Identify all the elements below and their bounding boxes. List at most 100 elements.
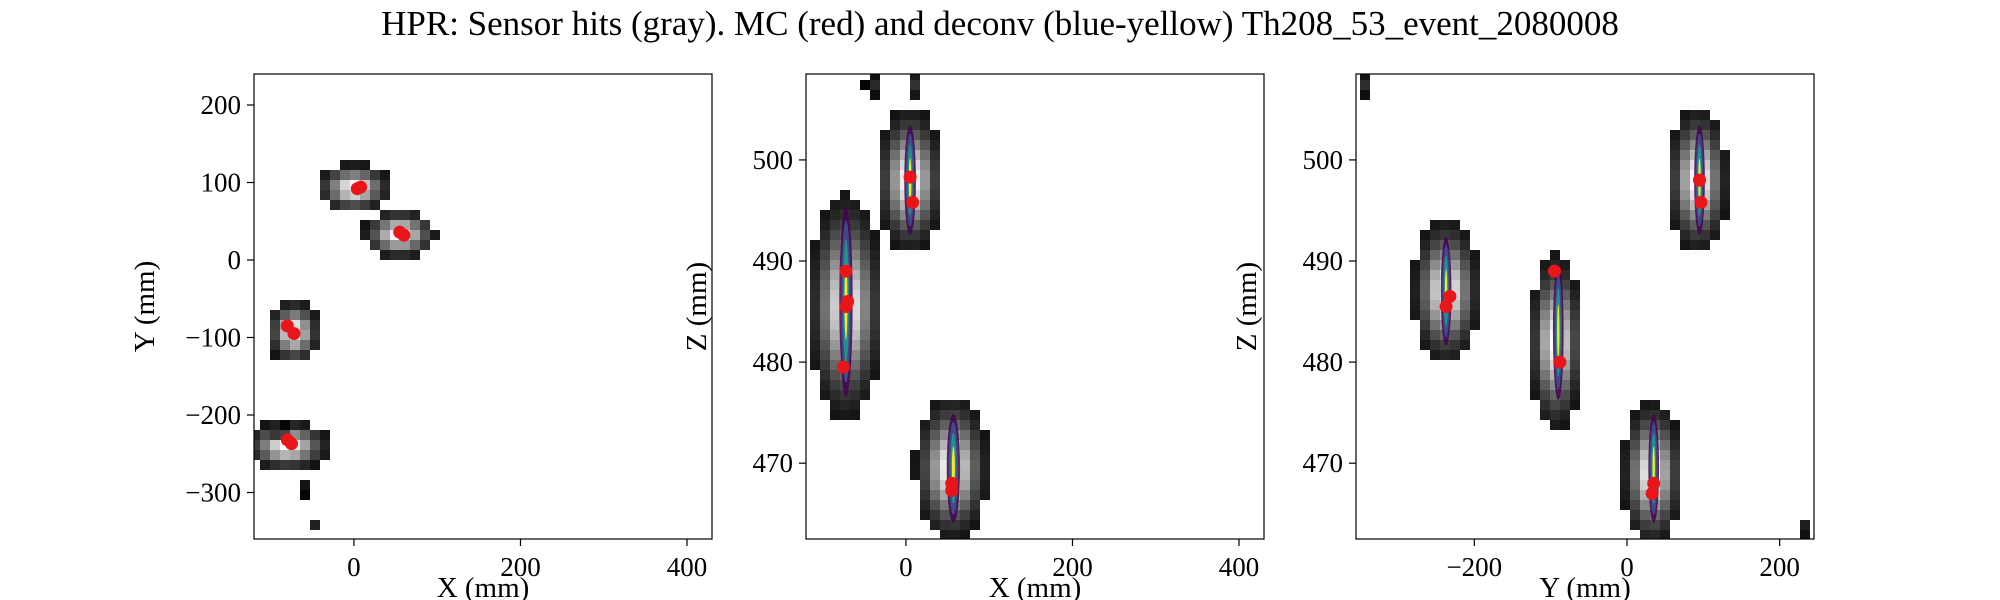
sensor-hit-cell [1560,310,1570,320]
sensor-hit-cell [330,180,340,190]
plot-frame [253,73,713,540]
sensor-hit-cell [850,370,860,380]
sensor-hit-cell [300,480,310,490]
sensor-hit-cell [1630,440,1640,450]
sensor-hit-cell [1680,210,1690,220]
y-axis-label: Z (mm) [1231,262,1263,351]
sensor-hit-cell [1710,150,1720,160]
sensor-hit-cell [830,400,840,410]
sensor-hits [254,160,440,530]
sensor-hit-cell [1710,130,1720,140]
sensor-hit-cell [1630,500,1640,510]
sensor-hit-cell [330,170,340,180]
sensor-hit-cell [1540,360,1550,370]
sensor-hit-cell [280,450,290,460]
sensor-hit-cell [1670,210,1680,220]
sensor-hit-cell [1460,230,1470,240]
sensor-hit-cell [1440,340,1450,350]
sensor-hit-cell [320,180,330,190]
sensor-hit-cell [400,250,410,260]
sensor-hit-cell [980,440,990,450]
sensor-hit-cell [910,80,920,90]
sensor-hit-cell [1630,510,1640,520]
sensor-hit-cell [1620,460,1630,470]
sensor-hit-cell [910,60,920,70]
sensor-hit-cell [890,160,900,170]
sensor-hit-cell [1570,310,1580,320]
sensor-hit-cell [270,330,280,340]
sensor-hit-cell [870,330,880,340]
sensor-hit-cell [340,160,350,170]
sensor-hit-cell [1660,450,1670,460]
sensor-hit-cell [860,330,870,340]
sensor-hit-cell [1560,290,1570,300]
sensor-hit-cell [1560,370,1570,380]
sensor-hit-cell [890,240,900,250]
sensor-hit-cell [1530,370,1540,380]
sensor-hit-cell [1410,310,1420,320]
sensor-hit-cell [850,400,860,410]
sensor-hit-cell [1640,490,1650,500]
sensor-hit-cell [1540,320,1550,330]
sensor-hit-cell [1440,230,1450,240]
sensor-hit-cell [290,300,300,310]
sensor-hit-cell [860,260,870,270]
sensor-hit-cell [300,340,310,350]
sensor-hit-cell [300,350,310,360]
sensor-hit-cell [870,90,880,100]
sensor-hit-cell [1720,200,1730,210]
sensor-hit-cell [1800,530,1810,539]
sensor-hit-cell [1430,330,1440,340]
sensor-hit-cell [1670,470,1680,480]
y-tick-label: 200 [201,90,242,120]
sensor-hit-cell [1430,220,1440,230]
sensor-hit-cell [1420,320,1430,330]
sensor-hit-cell [1460,280,1470,290]
sensor-hit-cell [1470,320,1480,330]
sensor-hit-cell [850,410,860,420]
sensor-hit-cell [850,380,860,390]
sensor-hit-cell [930,460,940,470]
sensor-hit-cell [1660,420,1670,430]
sensor-hit-cell [1530,360,1540,370]
sensor-hit-cell [400,220,410,230]
sensor-hit-cell [370,220,380,230]
sensor-hit-cell [820,260,830,270]
sensor-hit-cell [930,470,940,480]
sensor-hit-cell [970,460,980,470]
sensor-hit-cell [920,420,930,430]
x-tick-label: 0 [1620,552,1634,582]
sensor-hit-cell [1630,410,1640,420]
sensor-hit-cell [1420,240,1430,250]
sensor-hit-cell [1670,140,1680,150]
sensor-hit-cell [1470,280,1480,290]
sensor-hit-cell [1420,330,1430,340]
sensor-hit-cell [310,340,320,350]
sensor-hit-cell [1690,210,1700,220]
sensor-hit-cell [860,310,870,320]
sensor-hit-cell [810,260,820,270]
sensor-hit-cell [370,240,380,250]
sensor-hit-cell [1450,230,1460,240]
sensor-hit-cell [880,190,890,200]
sensor-hit-cell [850,390,860,400]
sensor-hit-cell [880,170,890,180]
sensor-hit-cell [360,190,370,200]
sensor-hit-cell [1560,260,1570,270]
sensor-hit-cell [1640,520,1650,530]
sensor-hit-cell [1700,110,1710,120]
sensor-hit-cell [1660,530,1670,539]
sensor-hit-cell [1530,390,1540,400]
sensor-hit-cell [920,110,930,120]
sensor-hit-cell [1680,120,1690,130]
sensor-hit-cell [1710,190,1720,200]
sensor-hit-cell [310,440,320,450]
sensor-hit-cell [380,240,390,250]
sensor-hit-cell [820,370,830,380]
mc-point [287,327,301,341]
sensor-hit-cell [870,300,880,310]
sensor-hit-cell [930,450,940,460]
sensor-hit-cell [880,200,890,210]
sensor-hit-cell [360,220,370,230]
